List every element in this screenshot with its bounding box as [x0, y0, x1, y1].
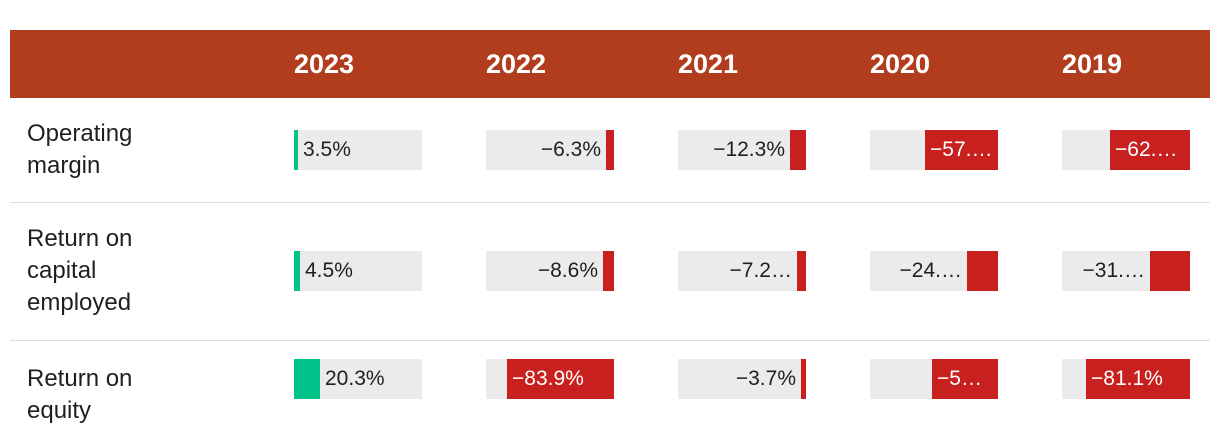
row-label-line: Operating: [27, 120, 133, 147]
value-cell: −8.6%: [486, 251, 614, 291]
value-cell: 4.5%: [294, 251, 422, 291]
positive-bar: [294, 251, 300, 291]
negative-bar: [797, 251, 806, 291]
row-label-line: Return on equity: [27, 365, 133, 424]
table-header: 2023 2022 2021 2020 2019: [10, 30, 1210, 98]
value-label: −8.6%: [537, 259, 598, 282]
positive-bar: [294, 359, 320, 399]
row-label: Return on capital employed: [27, 223, 197, 319]
positive-bar: [294, 130, 298, 170]
negative-bar: [1110, 130, 1190, 170]
value-label: −6.3%: [540, 138, 601, 161]
row-label-line: capital: [27, 257, 97, 284]
row-label: Operating margin: [27, 118, 197, 182]
negative-bar: [925, 130, 998, 170]
value-label: −12.3%: [713, 138, 785, 161]
value-cell: −3.7%: [678, 359, 806, 399]
value-label: −83.9%: [512, 367, 584, 390]
value-cell: −6.3%: [486, 130, 614, 170]
value-label: 20.3%: [325, 367, 385, 390]
negative-bar: [932, 359, 998, 399]
column-header-2020: 2020: [870, 49, 931, 79]
column-header-2023: 2023: [294, 49, 355, 79]
value-cell: −24.…: [870, 251, 998, 291]
negative-bar: [507, 359, 614, 399]
value-cell: −62.7%: [1062, 130, 1190, 170]
row-divider: [10, 202, 1210, 203]
value-cell: 20.3%: [294, 359, 422, 399]
value-cell: −12.3%: [678, 130, 806, 170]
negative-bar: [967, 251, 998, 291]
negative-bar: [1150, 251, 1190, 291]
value-label: −81.1%: [1091, 367, 1163, 390]
value-cell: −83.9%: [486, 359, 614, 399]
value-cell: −51.2%: [870, 359, 998, 399]
row-label-line: employed: [27, 289, 132, 316]
negative-bar: [603, 251, 614, 291]
negative-bar: [606, 130, 614, 170]
value-cell: 3.5%: [294, 130, 422, 170]
value-label: −57.0%: [930, 138, 993, 161]
column-header-2019: 2019: [1062, 49, 1123, 79]
row-label-line: margin: [27, 152, 101, 179]
column-header-2022: 2022: [486, 49, 547, 79]
value-label: −51.2%: [937, 367, 993, 390]
row-divider: [10, 340, 1210, 341]
value-label: 4.5%: [305, 259, 353, 282]
row-label-line: Return on: [27, 225, 133, 252]
row-label: Return on equity: [27, 363, 197, 427]
value-cell: −81.1%: [1062, 359, 1190, 399]
value-label: 3.5%: [303, 138, 351, 161]
value-label: −31.…: [1082, 259, 1145, 282]
negative-bar: [790, 130, 806, 170]
value-cell: −57.0%: [870, 130, 998, 170]
negative-bar: [1086, 359, 1190, 399]
column-header-2021: 2021: [678, 49, 739, 79]
negative-bar: [801, 359, 806, 399]
value-cell: −7.2…: [678, 251, 806, 291]
value-label: −3.7%: [735, 367, 796, 390]
value-label: −62.7%: [1115, 138, 1185, 161]
value-cell: −31.…: [1062, 251, 1190, 291]
value-label: −24.…: [899, 259, 962, 282]
value-label: −7.2…: [729, 259, 792, 282]
